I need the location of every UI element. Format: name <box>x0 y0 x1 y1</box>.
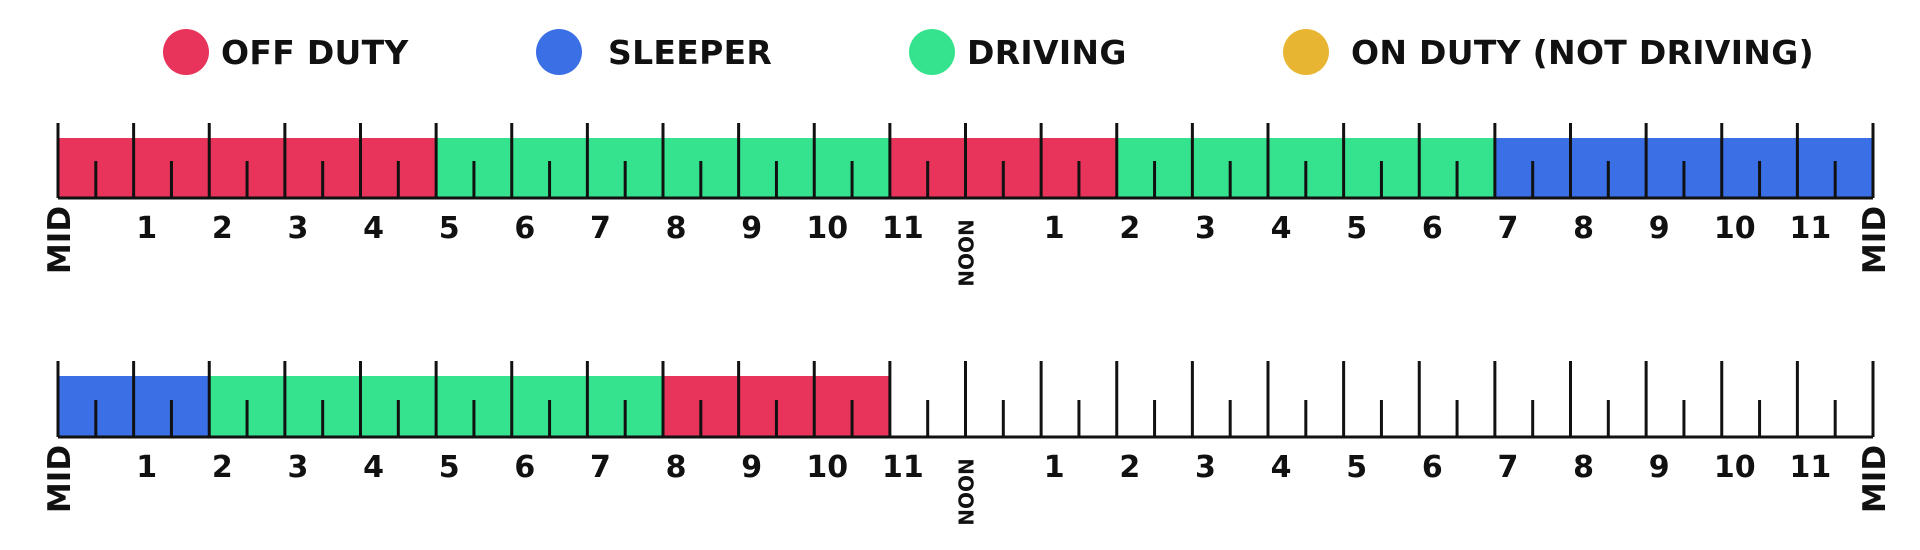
legend-label-driving: DRIVING <box>967 32 1127 72</box>
log-1-hour-label: 3 <box>287 211 308 246</box>
log-2-hour-label: 10 <box>1714 450 1756 485</box>
log-2-hour-label: 9 <box>741 450 762 485</box>
log-1-mid-label: MID <box>1857 206 1893 274</box>
log-2-hour-label: 6 <box>1422 450 1443 485</box>
log-2-hour-label: 4 <box>363 450 384 485</box>
log-2-mid-label: MID <box>42 445 78 513</box>
log-1-hour-label: 1 <box>136 211 157 246</box>
log-2-hour-label: 11 <box>882 450 924 485</box>
log-1-hour-label: 5 <box>439 211 460 246</box>
log-1-hour-label: 4 <box>363 211 384 246</box>
log-2-hour-label: 2 <box>212 450 233 485</box>
log-2-hour-label: 4 <box>1271 450 1292 485</box>
log-1-hour-label: 7 <box>1497 211 1518 246</box>
log-2-hour-label: 11 <box>1790 450 1832 485</box>
log-2-hour-label: 3 <box>1195 450 1216 485</box>
legend-item-off-duty: OFF DUTY <box>163 28 409 76</box>
log-2-hour-label: 3 <box>287 450 308 485</box>
log-1-mid-label: MID <box>42 206 78 274</box>
log-1-hour-label: 9 <box>741 211 762 246</box>
log-2-hour-label: 7 <box>590 450 611 485</box>
driving-dot-icon <box>909 29 955 75</box>
log-2-noon-label: NOON <box>955 458 979 525</box>
log-2-hour-label: 8 <box>1573 450 1594 485</box>
log-2-hour-label: 7 <box>1497 450 1518 485</box>
log-1-hour-label: 10 <box>806 211 848 246</box>
log-1-hour-label: 3 <box>1195 211 1216 246</box>
log-2-hour-label: 10 <box>806 450 848 485</box>
log-1-hour-label: 4 <box>1271 211 1292 246</box>
legend-label-sleeper: SLEEPER <box>608 32 773 72</box>
log-1-hour-label: 2 <box>212 211 233 246</box>
log-2-hour-label: 1 <box>136 450 157 485</box>
log-1-hour-label: 1 <box>1044 211 1065 246</box>
log-2-hour-label: 2 <box>1119 450 1140 485</box>
log-1-hour-label: 10 <box>1714 211 1756 246</box>
log-2-hour-label: 1 <box>1044 450 1065 485</box>
log-1-hour-label: 9 <box>1649 211 1670 246</box>
log-2-hour-label: 9 <box>1649 450 1670 485</box>
legend-label-on-duty: ON DUTY (NOT DRIVING) <box>1351 32 1814 72</box>
log-1-hour-label: 2 <box>1119 211 1140 246</box>
legend-label-off-duty: OFF DUTY <box>221 32 409 72</box>
legend: OFF DUTY SLEEPER DRIVING ON DUTY (NOT DR… <box>0 0 1920 110</box>
log-1-hour-label: 8 <box>666 211 687 246</box>
on-duty-dot-icon <box>1283 29 1329 75</box>
log-1-noon-label: NOON <box>955 219 979 286</box>
legend-item-on-duty: ON DUTY (NOT DRIVING) <box>1283 28 1814 76</box>
log-1-hour-label: 7 <box>590 211 611 246</box>
legend-item-driving: DRIVING <box>909 28 1127 76</box>
log-1-hour-label: 6 <box>514 211 535 246</box>
log-1-hour-label: 5 <box>1346 211 1367 246</box>
off-duty-dot-icon <box>163 29 209 75</box>
log-1-hour-label: 11 <box>1790 211 1832 246</box>
sleeper-dot-icon <box>536 29 582 75</box>
log-1-hour-label: 8 <box>1573 211 1594 246</box>
log-2-hour-label: 5 <box>439 450 460 485</box>
log-2-hour-label: 5 <box>1346 450 1367 485</box>
log-1-hour-label: 6 <box>1422 211 1443 246</box>
log-2-hour-label: 6 <box>514 450 535 485</box>
log-2-hour-label: 8 <box>666 450 687 485</box>
log-2-mid-label: MID <box>1857 445 1893 513</box>
log-1-hour-label: 11 <box>882 211 924 246</box>
legend-item-sleeper: SLEEPER <box>536 28 772 76</box>
